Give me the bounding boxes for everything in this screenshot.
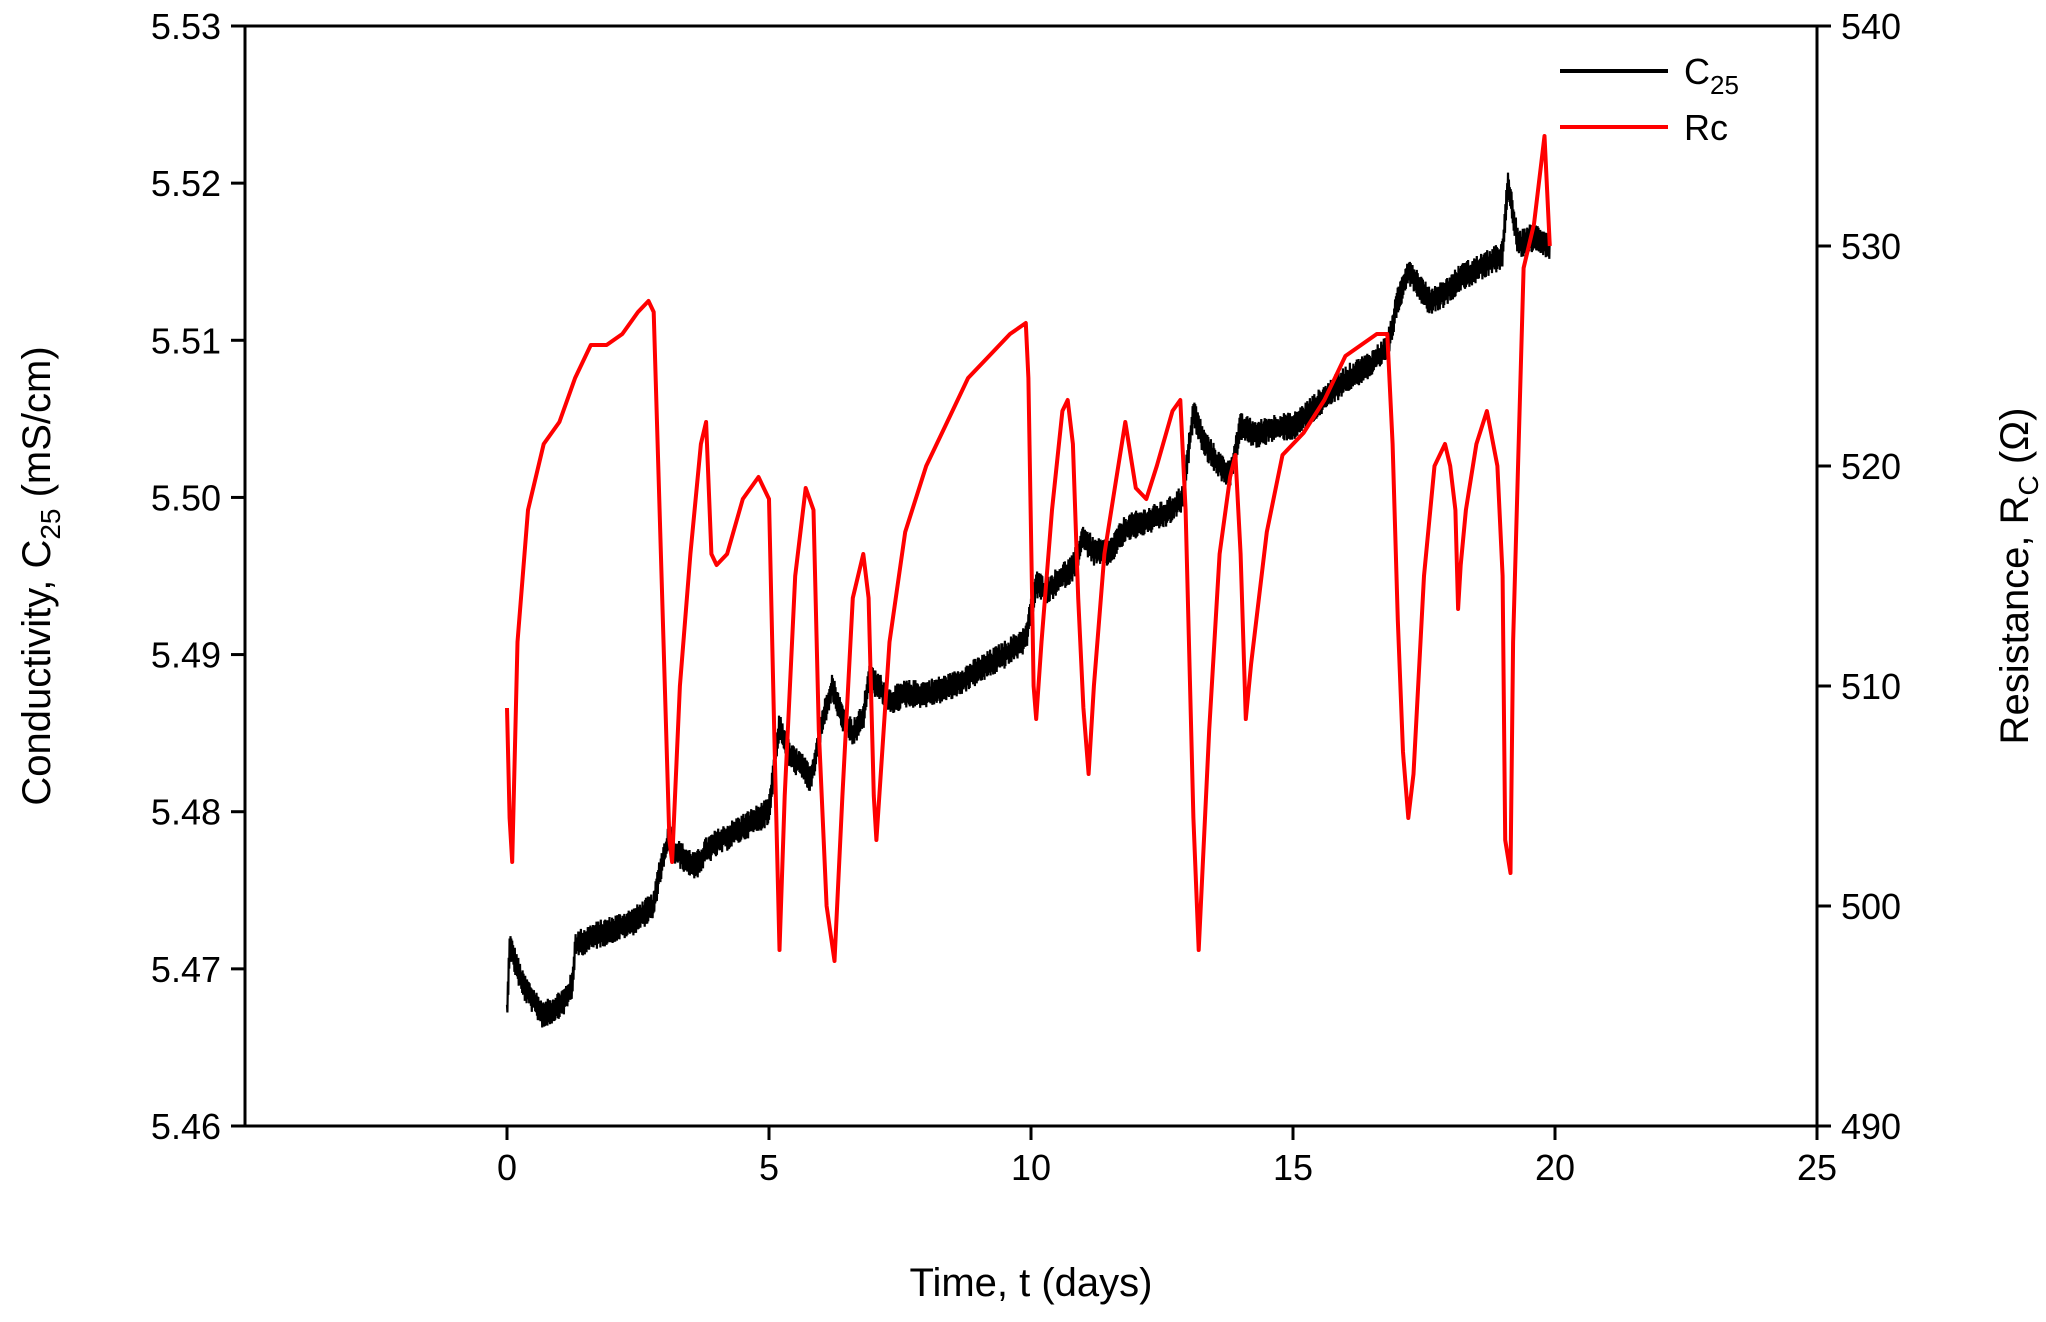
x-tick-label: 15 (1273, 1147, 1313, 1188)
right-axis-title-sub: C (2013, 475, 2044, 495)
right-axis-title-prefix: Resistance, R (1993, 495, 2037, 744)
left-y-tick-label: 5.51 (151, 320, 221, 361)
left-axis-title-sub: 25 (35, 509, 66, 540)
x-tick-label: 0 (497, 1147, 517, 1188)
legend-label-c25-sub: 25 (1710, 70, 1739, 100)
left-y-tick-label: 5.53 (151, 6, 221, 47)
series-rc-line (505, 134, 1552, 963)
right-y-tick-label: 530 (1841, 226, 1901, 267)
series-c25-line (505, 172, 1551, 1028)
x-tick-label: 5 (759, 1147, 779, 1188)
right-axis-title: Resistance, RC (Ω) (1993, 408, 2044, 745)
plot-layer (505, 134, 1552, 1028)
right-y-tick-label: 500 (1841, 886, 1901, 927)
legend-label-c25-name: C (1684, 51, 1710, 92)
x-tick-label: 25 (1797, 1147, 1837, 1188)
right-y-tick-label: 540 (1841, 6, 1901, 47)
left-y-tick-label: 5.47 (151, 949, 221, 990)
legend: C25 Rc (1560, 51, 1739, 148)
left-y-tick-label: 5.52 (151, 163, 221, 204)
left-y-tick-label: 5.46 (151, 1106, 221, 1147)
left-y-tick-label: 5.50 (151, 477, 221, 518)
left-y-tick-label: 5.48 (151, 792, 221, 833)
right-axis-title-suffix: (Ω) (1993, 408, 2037, 476)
legend-label-c25: C25 (1684, 51, 1739, 100)
left-axis-title-suffix: (mS/cm) (15, 346, 59, 508)
ticks-layer: 0 5 10 15 20 255.465.475.485.495.505.515.525.… (151, 6, 1901, 1188)
x-axis-title: Time, t (days) (910, 1261, 1153, 1305)
right-y-tick-label: 520 (1841, 446, 1901, 487)
left-y-tick-label: 5.49 (151, 635, 221, 676)
left-axis-title-prefix: Conductivity, C (15, 540, 59, 806)
legend-label-rc: Rc (1684, 107, 1728, 148)
left-axis-title: Conductivity, C25 (mS/cm) (15, 346, 66, 805)
right-y-tick-label: 510 (1841, 666, 1901, 707)
right-y-tick-label: 490 (1841, 1106, 1901, 1147)
x-tick-label: 20 (1535, 1147, 1575, 1188)
x-tick-label: 10 (1011, 1147, 1051, 1188)
